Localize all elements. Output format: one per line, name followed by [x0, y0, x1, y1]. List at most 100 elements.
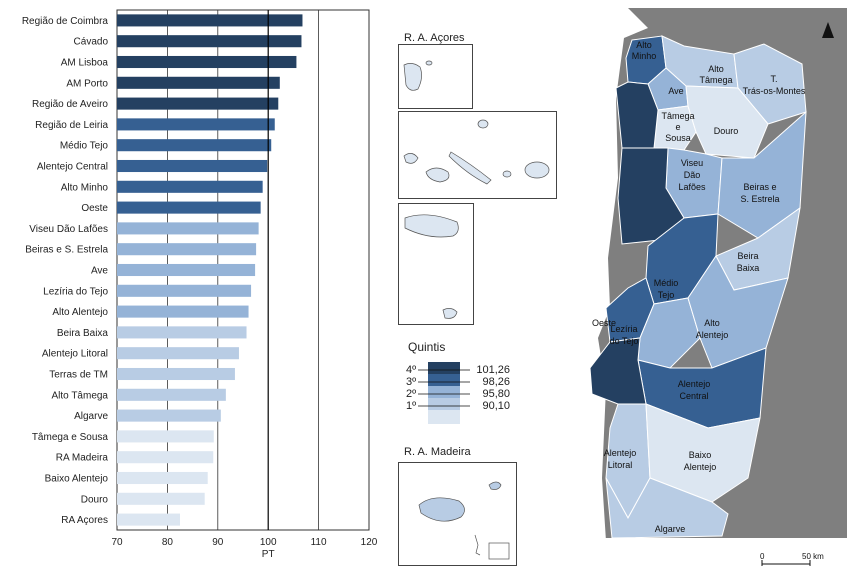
legend-value: 101,26	[476, 364, 510, 376]
category-label: Região de Leiria	[35, 120, 108, 131]
map-region-label: Alto	[708, 64, 724, 74]
map-region-label: Baixo	[689, 450, 712, 460]
legend-swatch	[428, 374, 460, 386]
map-region-label: Minho	[632, 51, 657, 61]
bar	[117, 139, 272, 152]
category-label: Beiras e S. Estrela	[25, 245, 108, 256]
bar	[117, 451, 214, 464]
legend-swatch	[428, 410, 460, 424]
bar	[117, 243, 257, 256]
x-tick-label: 100	[260, 537, 277, 548]
legend-rank: 4º	[406, 364, 416, 376]
map-region-label: Oeste	[592, 318, 616, 328]
category-label: Alto Alentejo	[52, 307, 108, 318]
x-tick-label: 110	[311, 537, 327, 548]
map-region-label: Trás-os-Montes	[743, 86, 806, 96]
island-shapes	[418, 481, 510, 560]
bar	[117, 55, 297, 69]
map-region-label: Tâmega	[699, 75, 732, 85]
category-label: Tâmega e Sousa	[32, 432, 109, 443]
map-region-label: Beiras e	[743, 182, 776, 192]
category-label: Alto Minho	[61, 182, 109, 193]
map-region-label: Alentejo	[684, 462, 717, 472]
map-region-label: Lafões	[678, 182, 706, 192]
legend-rank: 1º	[406, 400, 416, 412]
category-label: Algarve	[74, 411, 108, 422]
inset-madeira-label: R. A. Madeira	[404, 446, 471, 458]
map-region-label: Médio	[654, 278, 679, 288]
legend-rank: 3º	[406, 376, 416, 388]
map-region	[589, 337, 647, 405]
map-region	[687, 255, 789, 369]
inset-acores-label: R. A. Açores	[404, 32, 465, 44]
map-region-label: Dão	[684, 170, 701, 180]
scale-bar: 0 50 km	[760, 552, 824, 566]
category-label: Oeste	[81, 203, 108, 214]
map-region	[615, 81, 659, 149]
category-label: Beira Baixa	[57, 328, 109, 339]
legend-title: Quintis	[408, 340, 446, 354]
category-label: Ave	[91, 266, 108, 277]
bar	[117, 35, 302, 48]
inset-acores-central	[398, 111, 557, 199]
north-arrow-icon	[822, 22, 834, 38]
category-label: RA Madeira	[56, 453, 109, 464]
bar	[117, 222, 259, 235]
category-label: Região de Coimbra	[22, 16, 109, 27]
bar	[117, 97, 279, 110]
bar	[117, 471, 208, 485]
legend-swatch	[428, 362, 460, 374]
category-label: Alentejo Central	[37, 162, 108, 173]
map-region-label: Viseu	[681, 158, 703, 168]
map-region-label: Central	[679, 391, 708, 401]
bar	[117, 492, 205, 505]
inset-madeira	[398, 462, 517, 566]
category-label: Região de Aveiro	[32, 99, 108, 110]
island-shapes	[403, 60, 433, 91]
map-region-label: Lezíria	[610, 324, 637, 334]
inset-acores-east	[398, 203, 474, 325]
bar	[117, 263, 256, 277]
region-shapes	[589, 35, 807, 539]
legend-value: 95,80	[482, 388, 510, 400]
map-region-label: Alentejo	[604, 448, 637, 458]
legend: Quintis 4º 101,26 3º 98,26 2º 95,80 1º 90,10	[404, 340, 514, 430]
map-region-label: Tâmega	[661, 111, 694, 121]
map-region-label: S. Estrela	[740, 194, 779, 204]
map-region-label: Algarve	[655, 524, 686, 534]
bar	[117, 201, 261, 214]
map-region-label: Alto	[636, 40, 652, 50]
bar	[117, 388, 226, 401]
scale-label: 50 km	[802, 552, 824, 561]
category-label: Baixo Alentejo	[45, 474, 109, 485]
category-label: RA Açores	[61, 515, 108, 526]
legend-swatches: 4º 101,26 3º 98,26 2º 95,80 1º 90,10	[406, 362, 510, 424]
bars	[117, 14, 303, 526]
category-labels: Região de Coimbra Cávado AM Lisboa AM Porto…	[22, 16, 109, 526]
bar	[117, 326, 247, 339]
map-region-label: Alto	[704, 318, 720, 328]
inset-acores-west	[398, 44, 473, 109]
map-region-label: Ave	[668, 86, 683, 96]
bar	[117, 118, 275, 131]
category-label: Médio Tejo	[60, 141, 109, 152]
legend-value: 90,10	[482, 400, 510, 412]
map-region-label: do Tejo	[610, 336, 639, 346]
bar	[117, 305, 249, 318]
category-label: Alto Tâmega	[51, 390, 108, 401]
legend-rank: 2º	[406, 388, 416, 400]
map-region-label: Beira	[737, 251, 758, 261]
category-label: AM Porto	[66, 78, 108, 89]
x-tick-label: 90	[212, 537, 224, 548]
island-shapes	[404, 214, 459, 319]
bar	[117, 409, 221, 422]
map-region	[685, 85, 769, 159]
x-tick-label: 70	[111, 537, 123, 548]
legend-swatch	[428, 386, 460, 398]
category-label: Viseu Dão Lafões	[29, 224, 108, 235]
category-label: Terras de TM	[49, 370, 108, 381]
bar	[117, 513, 180, 526]
map-region-label: Tejo	[658, 290, 675, 300]
